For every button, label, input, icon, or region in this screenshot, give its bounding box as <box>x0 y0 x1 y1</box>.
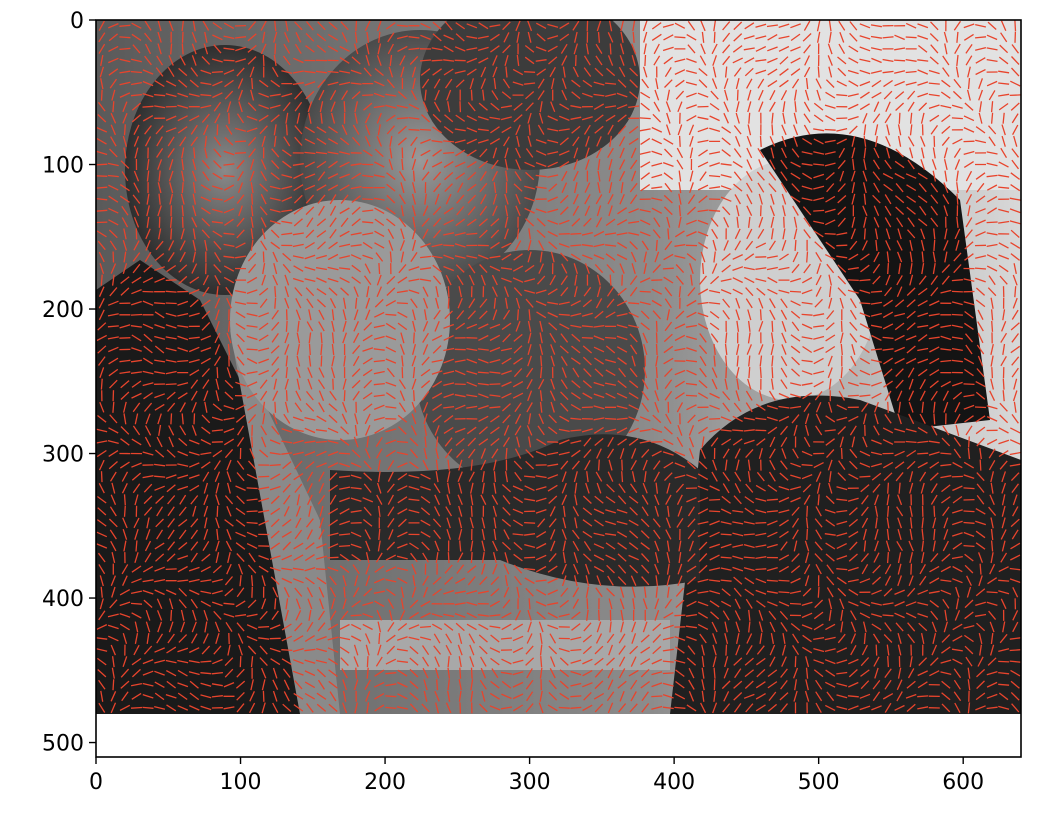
y-tick-label: 0 <box>70 9 84 34</box>
x-tick-label: 100 <box>220 770 262 795</box>
x-tick-label: 200 <box>364 770 406 795</box>
axes-frame <box>95 19 1022 758</box>
y-tick-label: 400 <box>42 587 84 612</box>
x-tick-label: 0 <box>89 770 103 795</box>
y-tick-label: 300 <box>42 443 84 468</box>
x-tick-label: 400 <box>653 770 695 795</box>
orientation-field-overlay <box>96 20 1021 714</box>
y-tick-label: 200 <box>42 298 84 323</box>
y-axis: 0 100 200 300 400 500 <box>42 9 96 757</box>
y-tick-label: 500 <box>42 732 84 757</box>
y-tick-label: 100 <box>42 154 84 179</box>
x-tick-label: 600 <box>942 770 984 795</box>
x-tick-label: 500 <box>798 770 840 795</box>
orientation-segments <box>96 20 1021 714</box>
grayscale-image <box>96 20 1021 714</box>
x-tick-label: 300 <box>509 770 551 795</box>
x-axis: 0 100 200 300 400 500 600 <box>89 757 984 795</box>
